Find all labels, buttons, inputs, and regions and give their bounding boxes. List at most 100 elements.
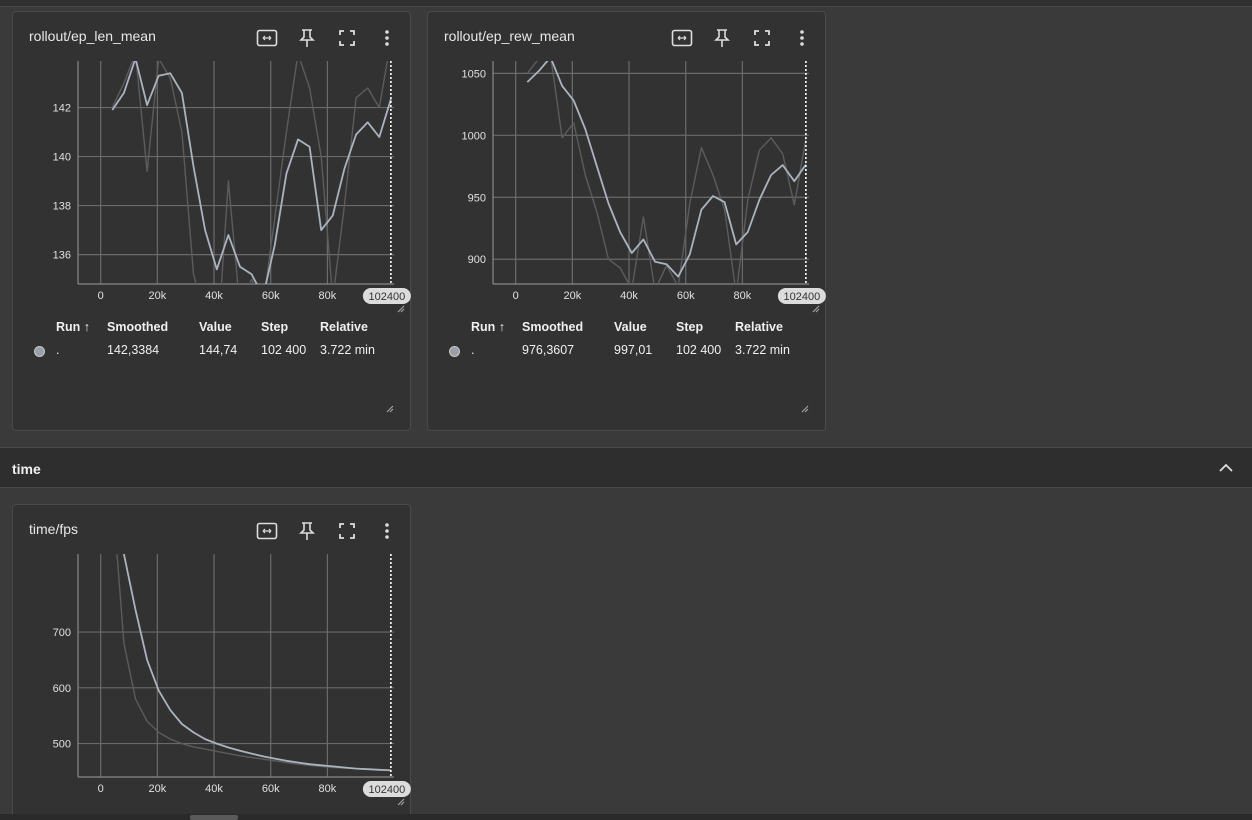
line-chart[interactable]: 900 950 1000 1050 0 20k 40k 60k 80k 102400 [428, 12, 827, 322]
smoothed-series-line [526, 61, 807, 278]
card-toolbar [662, 26, 822, 50]
table-resize-handle[interactable] [801, 405, 809, 413]
step-cursor-label: 102400 [369, 291, 406, 303]
y-tick-label: 950 [468, 192, 486, 204]
col-value[interactable]: Value [614, 320, 647, 334]
chart-card-fps: time/fps 500 600 700 0 20k 40k 60k 80k 102400 [12, 504, 411, 820]
x-tick-label: 40k [205, 290, 223, 302]
smoothed-series-line [123, 554, 391, 772]
col-smoothed[interactable]: Smoothed [107, 320, 169, 334]
x-tick-label: 60k [262, 783, 280, 795]
fit-domain-button[interactable] [247, 26, 287, 50]
run-color-dot[interactable] [449, 346, 460, 357]
step-cursor-badge [362, 781, 411, 797]
col-step[interactable]: Step [676, 320, 704, 334]
y-tick-label: 1000 [462, 130, 486, 142]
smoothed-value: 976,3607 [522, 343, 575, 357]
y-tick-label: 142 [53, 103, 71, 115]
card-toolbar [247, 26, 407, 50]
raw-series-line [116, 554, 391, 771]
run-color-dot[interactable] [34, 346, 45, 357]
more-vert-icon [385, 523, 389, 539]
col-relative[interactable]: Relative [735, 320, 783, 334]
col-step[interactable]: Step [261, 320, 289, 334]
col-relative[interactable]: Relative [320, 320, 368, 334]
y-tick-label: 138 [53, 201, 71, 213]
col-run[interactable]: Run ↑ [56, 320, 91, 334]
x-tick-label: 40k [205, 783, 223, 795]
col-run[interactable]: Run ↑ [471, 320, 506, 334]
chart-card-ep-rew-mean: rollout/ep_rew_mean 900 950 1000 1050 0 20k 40… [427, 11, 826, 431]
expand-less-icon[interactable] [1216, 458, 1236, 478]
raw-series-line [526, 61, 807, 284]
pin-button[interactable] [287, 519, 327, 543]
x-tick-label: 20k [148, 290, 166, 302]
smoothed-series-line [111, 61, 392, 284]
step-cursor-label: 102400 [784, 291, 821, 303]
step-cursor-badge [777, 288, 826, 304]
x-tick-label: 60k [677, 290, 695, 302]
run-name: . [56, 343, 60, 357]
scrollbar-thumb[interactable] [190, 815, 238, 820]
step-cursor-badge [362, 288, 411, 304]
y-tick-label: 600 [53, 683, 71, 695]
fullscreen-icon [339, 523, 355, 539]
x-tick-label: 20k [148, 783, 166, 795]
fit-domain-button[interactable] [247, 519, 287, 543]
step-value: 102 400 [676, 343, 722, 357]
x-tick-label: 0 [513, 290, 519, 302]
raw-value: 144,74 [199, 343, 238, 357]
x-tick-label: 0 [98, 783, 104, 795]
section-title: time [12, 461, 41, 477]
relative-value: 3.722 min [735, 343, 790, 357]
line-chart[interactable]: 136 138 140 142 0 20k 40k 60k 80k 102400 [13, 12, 412, 322]
chart-card-ep-len-mean: rollout/ep_len_mean 136 138 140 142 0 20k 40k 6… [12, 11, 411, 431]
relative-value: 3.722 min [320, 343, 375, 357]
section-header-time[interactable]: time [0, 447, 1252, 488]
horizontal-scrollbar[interactable] [0, 814, 1252, 820]
card-title: rollout/ep_rew_mean [444, 28, 575, 44]
pin-button[interactable] [702, 26, 742, 50]
pin-icon [299, 29, 315, 47]
chart-resize-handle [812, 305, 820, 313]
pin-icon [714, 29, 730, 47]
col-value[interactable]: Value [199, 320, 232, 334]
fullscreen-button[interactable] [327, 26, 367, 50]
y-tick-label: 136 [53, 250, 71, 262]
line-chart[interactable]: 500 600 700 0 20k 40k 60k 80k 102400 [13, 505, 412, 815]
step-value: 102 400 [261, 343, 307, 357]
col-smoothed[interactable]: Smoothed [522, 320, 584, 334]
x-tick-label: 40k [620, 290, 638, 302]
more-options-button[interactable] [367, 519, 407, 543]
y-tick-label: 700 [53, 627, 71, 639]
card-title: time/fps [29, 521, 79, 537]
table-resize-handle[interactable] [386, 405, 394, 413]
fullscreen-button[interactable] [742, 26, 782, 50]
x-tick-label: 80k [319, 783, 337, 795]
pin-icon [299, 522, 315, 540]
pin-button[interactable] [287, 26, 327, 50]
x-tick-label: 0 [98, 290, 104, 302]
more-options-button[interactable] [782, 26, 822, 50]
fit-domain-button[interactable] [662, 26, 702, 50]
chart-resize-handle [397, 305, 405, 313]
fullscreen-icon [754, 30, 770, 46]
x-tick-label: 20k [563, 290, 581, 302]
y-tick-label: 500 [53, 739, 71, 751]
fullscreen-icon [339, 30, 355, 46]
more-vert-icon [800, 30, 804, 46]
y-tick-label: 140 [53, 152, 71, 164]
card-toolbar [247, 519, 407, 543]
more-vert-icon [385, 30, 389, 46]
raw-value: 997,01 [614, 343, 653, 357]
top-divider [0, 0, 1252, 7]
fullscreen-button[interactable] [327, 519, 367, 543]
chart-resize-handle [397, 798, 405, 806]
more-options-button[interactable] [367, 26, 407, 50]
run-name: . [471, 343, 475, 357]
raw-series-line [111, 61, 389, 284]
x-tick-label: 80k [734, 290, 752, 302]
x-tick-label: 60k [262, 290, 280, 302]
smoothed-value: 142,3384 [107, 343, 160, 357]
fit-domain-icon [256, 522, 278, 540]
